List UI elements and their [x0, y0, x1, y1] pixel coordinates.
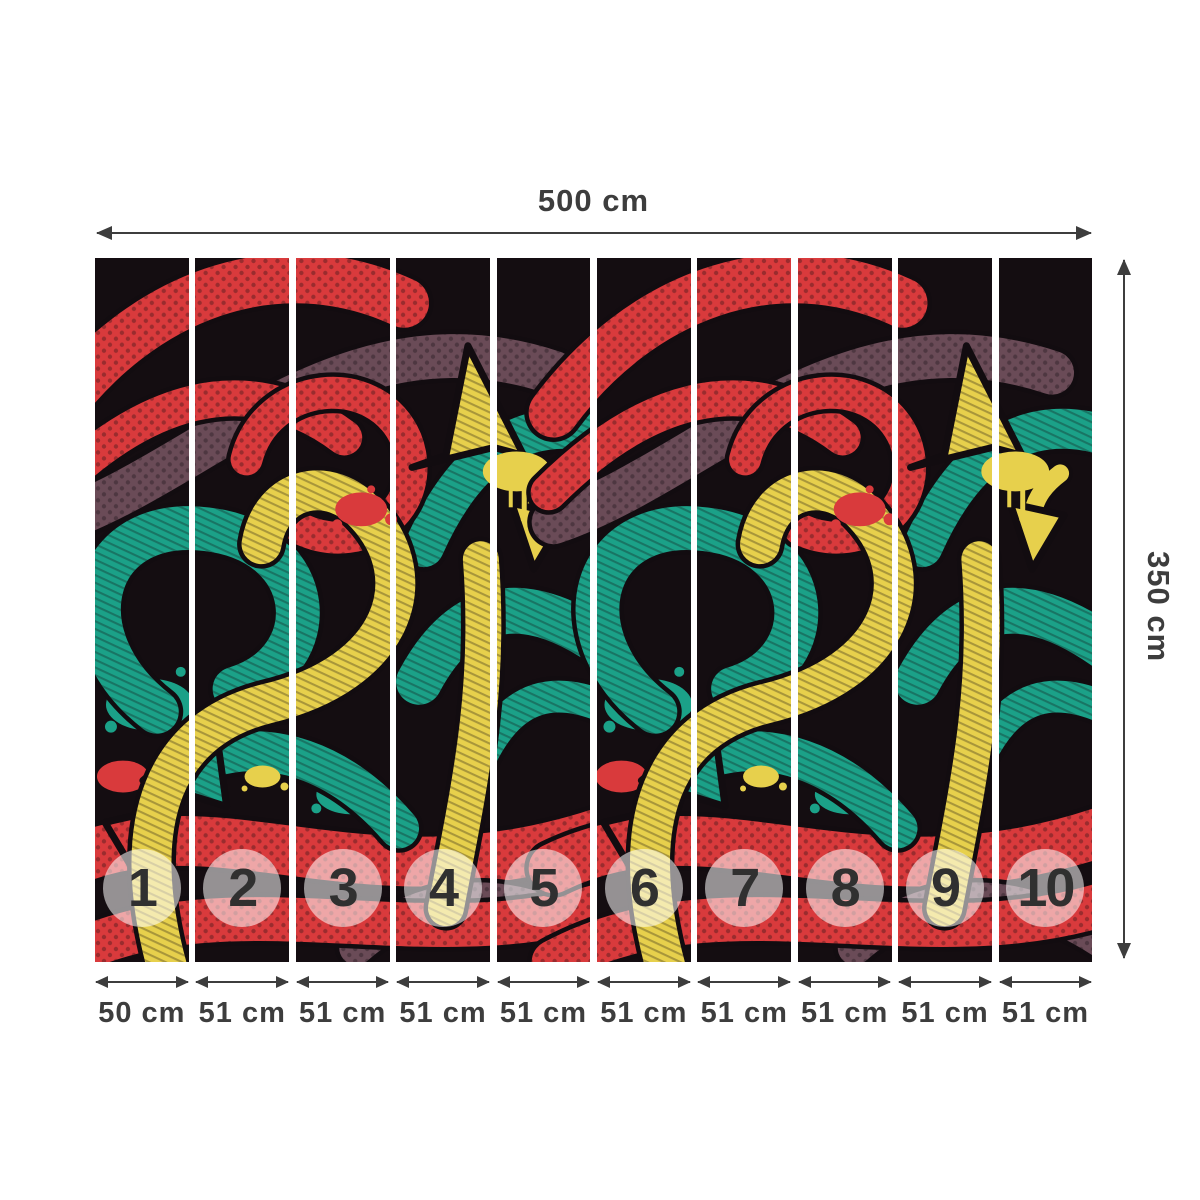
panel-divider — [289, 258, 296, 962]
panel-width-arrow-icon — [195, 976, 289, 988]
panel-width-arrow-icon — [95, 976, 189, 988]
total-height-arrow-icon — [1117, 259, 1131, 959]
panel-number-badge: 6 — [604, 849, 683, 927]
panel-width-label: 51 cm — [299, 997, 387, 1029]
panel-width-arrow-icon — [496, 976, 590, 988]
panel-width-label: 50 cm — [98, 997, 186, 1029]
panel-width-label: 51 cm — [1001, 997, 1090, 1029]
panel-number-badge: 7 — [705, 849, 784, 927]
panel-number-badge: 10 — [1006, 849, 1085, 927]
total-height-label: 350 cm — [1141, 551, 1176, 663]
panel-divider — [590, 258, 597, 962]
panel-divider — [891, 258, 899, 962]
panel-number-badge: 1 — [102, 849, 181, 927]
panel-divider — [991, 258, 999, 962]
panel-width-arrow-icon — [597, 976, 691, 988]
panel-width-label: 51 cm — [801, 997, 889, 1029]
panel-number-badge: 4 — [404, 849, 483, 927]
panel-width-arrow-icon — [295, 976, 390, 988]
panel-width-arrow-icon — [797, 976, 892, 988]
panel-width-label: 51 cm — [901, 997, 989, 1029]
panel-divider — [791, 258, 798, 962]
panel-number-badge: 2 — [203, 849, 282, 927]
panel-width-label: 51 cm — [399, 997, 487, 1029]
panel-number-badge: 8 — [805, 849, 884, 927]
total-width-arrow-icon — [96, 226, 1092, 240]
panel-number-badge: 3 — [303, 849, 382, 927]
panel-divider — [389, 258, 397, 962]
panel-divider — [188, 258, 196, 962]
panel-width-arrow-icon — [396, 976, 490, 988]
panel-width-arrow-icon — [697, 976, 791, 988]
total-height-label-wrap: 350 cm — [1140, 258, 1176, 956]
panel-divider — [690, 258, 698, 962]
panel-width-arrow-icon — [898, 976, 992, 988]
panel-width-arrow-icon — [998, 976, 1092, 988]
panel-divider — [489, 258, 497, 962]
panel-width-label: 51 cm — [600, 997, 688, 1029]
panel-width-label: 51 cm — [198, 997, 286, 1029]
panel-number-badge: 9 — [906, 849, 985, 927]
panel-number-badge: 5 — [504, 849, 583, 927]
panel-width-label: 51 cm — [499, 997, 588, 1029]
panel-width-label: 51 cm — [700, 997, 788, 1029]
total-width-label: 500 cm — [537, 183, 650, 218]
